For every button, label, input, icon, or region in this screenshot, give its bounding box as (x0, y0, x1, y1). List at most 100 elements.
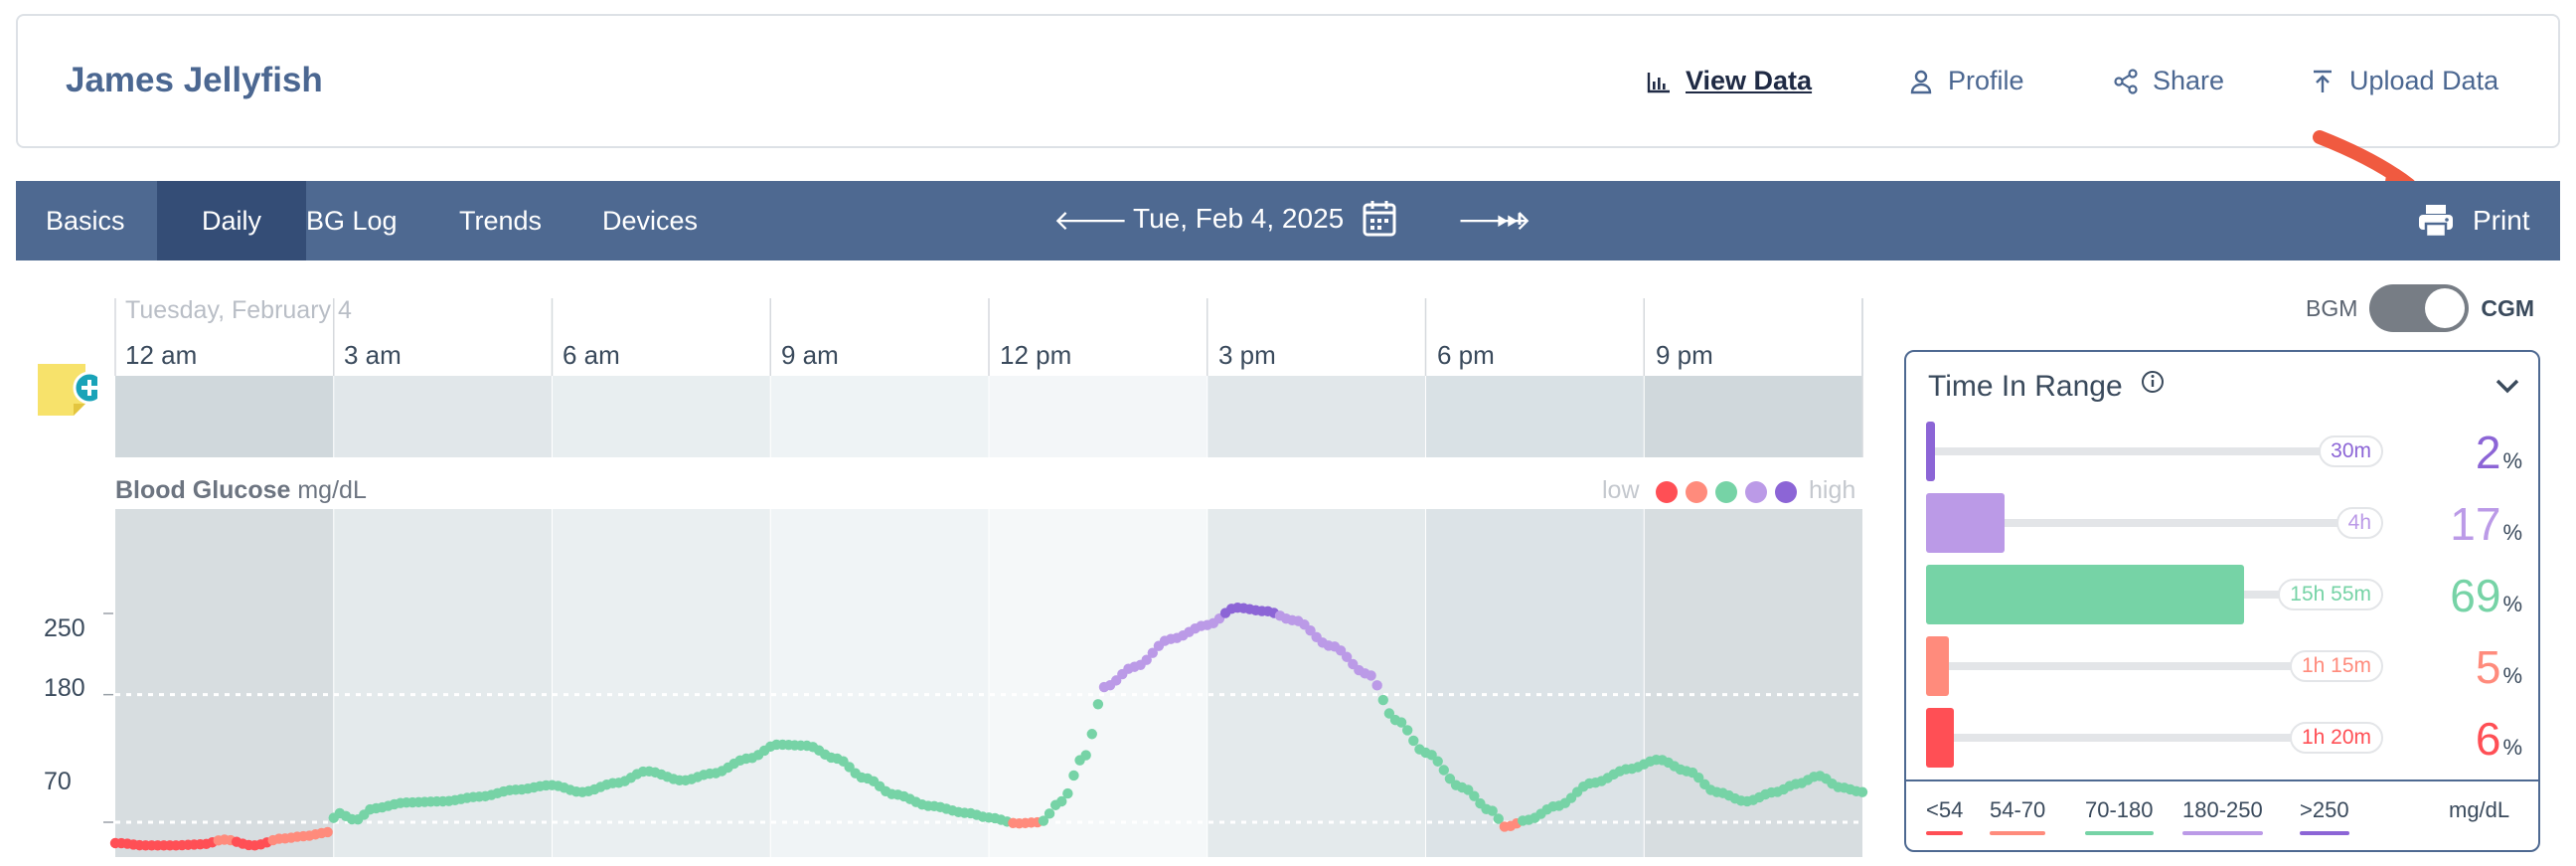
tir-row: 1h 15m 5% (1926, 636, 2522, 696)
previous-day-arrow-icon[interactable]: 🡐 (1053, 205, 1129, 236)
hour-label: 9 am (781, 340, 839, 370)
cgm-reading-point (1141, 654, 1152, 665)
cgm-reading-point (1147, 647, 1159, 658)
tir-track (1926, 662, 2383, 670)
range-category-line (2085, 831, 2154, 835)
cgm-reading-point (1092, 699, 1104, 710)
cgm-reading-point (1438, 765, 1450, 776)
cgm-label: CGM (2481, 294, 2535, 321)
print-button[interactable]: Print (2417, 181, 2530, 260)
time-band (1425, 509, 1645, 857)
tir-percent: 6% (2476, 712, 2522, 766)
hour-label: 12 am (125, 340, 198, 370)
legend-target-dot (1715, 481, 1737, 503)
cgm-reading-point (1305, 624, 1316, 636)
cgm-reading-point (1432, 756, 1443, 767)
bg-range-legend (1656, 481, 1797, 503)
bgm-cgm-toggle[interactable]: BGM CGM (2306, 284, 2534, 332)
cgm-reading-point (1377, 694, 1388, 706)
cgm-reading-point (1469, 790, 1480, 801)
profile-label: Profile (1948, 66, 2024, 95)
legend-very-high-dot (1775, 481, 1797, 503)
calendar-icon[interactable] (1362, 199, 1397, 239)
hour-label: 12 pm (1000, 340, 1072, 370)
share-link[interactable]: Share (2113, 66, 2224, 96)
cgm-reading-point (1086, 729, 1097, 740)
cgm-reading-point (1038, 815, 1049, 826)
upload-data-label: Upload Data (2349, 66, 2499, 95)
bg-units-label: mg/dL (297, 476, 367, 504)
upload-icon (2314, 70, 2332, 92)
range-category-label: <54 (1926, 797, 1964, 835)
chevron-down-icon[interactable] (2495, 378, 2520, 396)
day-label: Tuesday, February 4 (125, 296, 352, 324)
tab-basics[interactable]: Basics (46, 206, 125, 236)
percent-sign: % (2502, 448, 2522, 473)
tab-daily[interactable]: Daily (157, 181, 306, 260)
percent-sign: % (2502, 663, 2522, 688)
tab-devices[interactable]: Devices (602, 206, 699, 236)
profile-link[interactable]: Profile (1908, 66, 2024, 96)
upload-data-link[interactable]: Upload Data (2310, 66, 2498, 96)
tab-trends[interactable]: Trends (459, 206, 543, 236)
tir-percent-value: 17 (2450, 498, 2501, 550)
cgm-reading-point (1383, 708, 1395, 719)
time-in-range-title: Time In Range (1928, 370, 2123, 403)
cgm-reading-point (1371, 680, 1382, 691)
y-tick-250: 250 (44, 614, 85, 642)
cgm-reading-point (1056, 795, 1067, 807)
legend-low-dot (1686, 481, 1707, 503)
cgm-reading-point (1080, 750, 1091, 761)
share-label: Share (2153, 66, 2225, 95)
tir-percent: 2% (2476, 426, 2522, 479)
legend-low-label: low (1602, 476, 1640, 504)
legend-very-low-dot (1656, 481, 1678, 503)
cgm-reading-point (322, 826, 333, 838)
time-band (115, 509, 334, 857)
time-band (115, 376, 334, 457)
range-category-text: 54-70 (1990, 797, 2046, 822)
view-data-link[interactable]: View Data (1646, 66, 1812, 96)
add-note-icon[interactable] (36, 358, 97, 420)
user-icon (1910, 70, 1932, 93)
cgm-reading-point (1856, 786, 1868, 797)
bg-title-label: Blood Glucose (115, 476, 291, 504)
bar-chart-icon (1647, 72, 1670, 92)
next-day-arrow-icon[interactable]: 🡒 (1457, 205, 1532, 236)
tir-percent-value: 6 (2475, 713, 2501, 765)
tir-track (1926, 447, 2383, 455)
tir-row: 1h 20m 6% (1926, 708, 2522, 768)
hour-label: 3 am (344, 340, 402, 370)
tir-duration: 15h 55m (2278, 579, 2383, 610)
time-band (770, 509, 989, 857)
cgm-reading-point (1395, 717, 1407, 728)
cgm-reading-point (1366, 670, 1376, 681)
tab-bg-log[interactable]: BG Log (306, 206, 398, 236)
cgm-reading-point (1335, 645, 1347, 656)
share-icon (2114, 68, 2138, 94)
cgm-reading-point (1062, 787, 1073, 799)
units-label: mg/dL (2449, 797, 2510, 822)
info-icon[interactable] (2141, 370, 2165, 394)
time-band (333, 376, 553, 457)
range-category-label: >250 (2300, 797, 2349, 835)
hour-label: 6 am (563, 340, 620, 370)
cgm-reading-point (1408, 735, 1419, 747)
legend-high-dot (1745, 481, 1767, 503)
range-category-label: 70-180 (2085, 797, 2154, 835)
cgm-reading-point (1068, 770, 1079, 781)
view-data-label: View Data (1686, 66, 1813, 95)
cgm-reading-point (1044, 808, 1055, 819)
toggle-switch[interactable] (2369, 284, 2470, 332)
legend-high-label: high (1809, 476, 1856, 504)
cgm-reading-point (1341, 651, 1353, 662)
printer-icon (2419, 205, 2453, 239)
time-in-range-card: Time In Range 30m 2% 4h 17% 15h 55m 69% 1h 15m… (1904, 350, 2540, 852)
tir-bar (1926, 636, 1950, 696)
range-category-text: 70-180 (2085, 797, 2154, 822)
tir-track (1926, 734, 2383, 742)
time-band (770, 376, 989, 457)
toggle-knob (2425, 288, 2466, 328)
cgm-reading-point (1692, 772, 1704, 783)
most-recent-icon[interactable]: ⏭ (1497, 203, 1523, 234)
